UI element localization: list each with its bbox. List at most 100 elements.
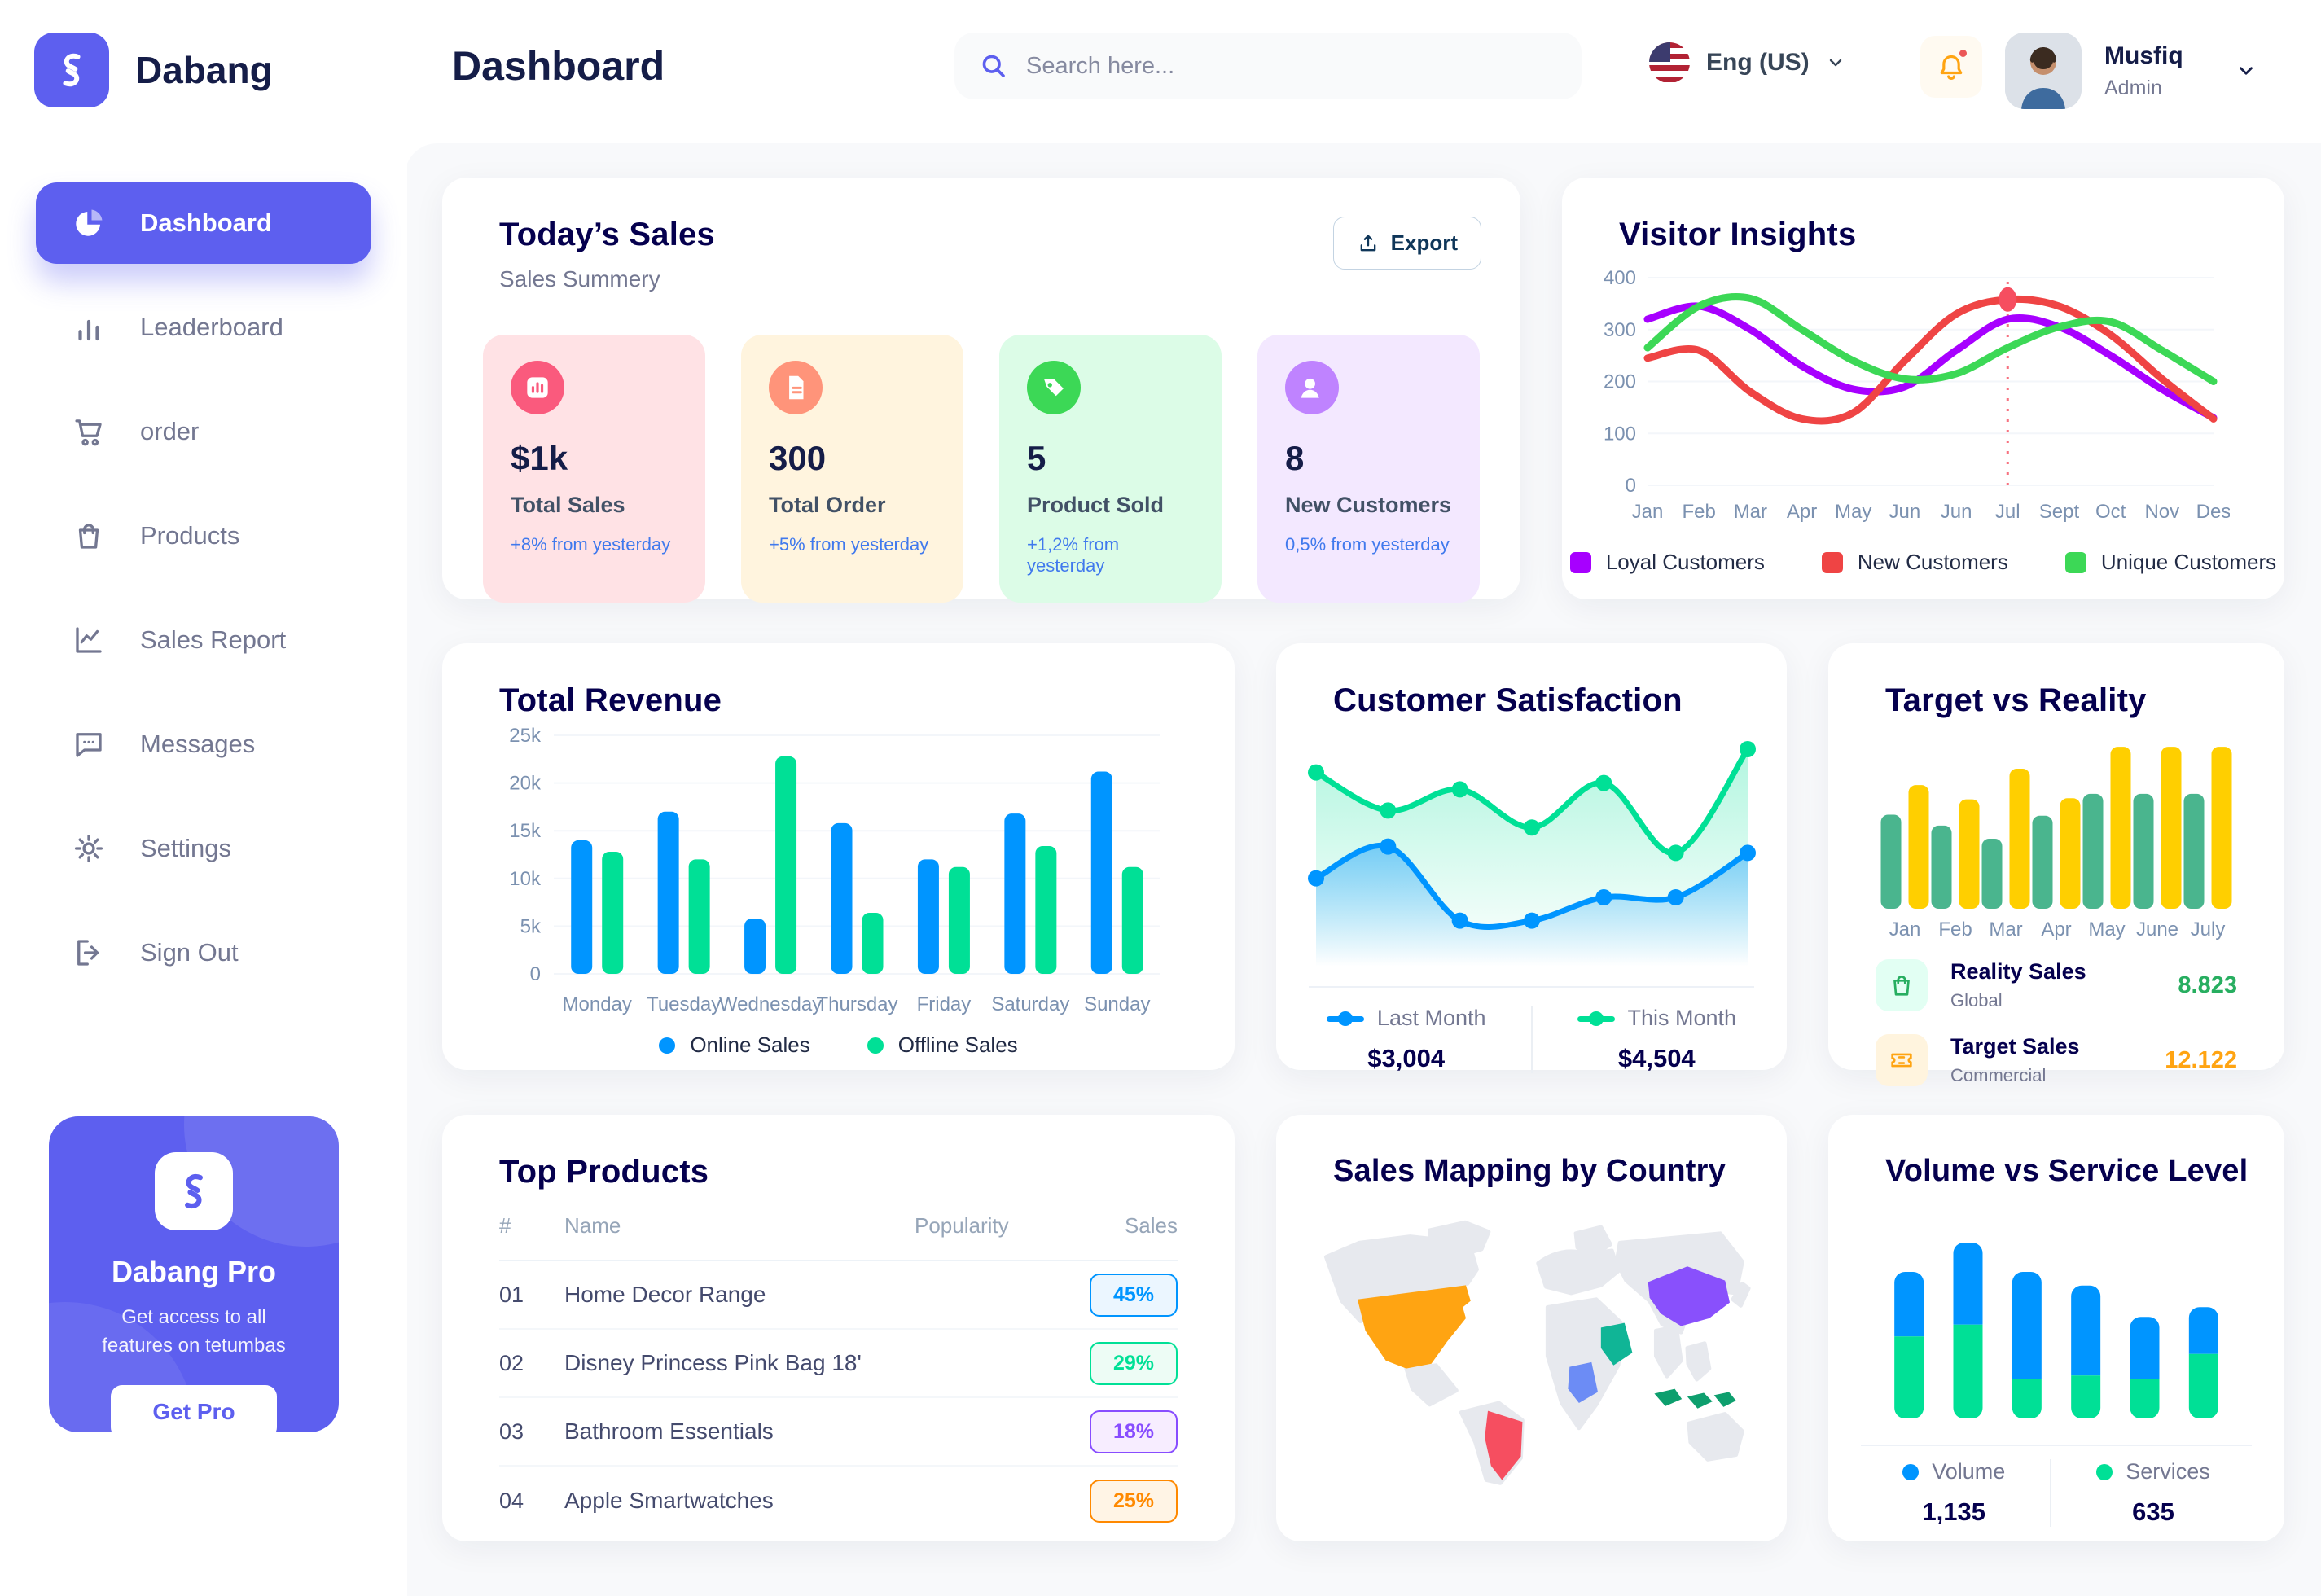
product-name: Home Decor Range [564, 1282, 766, 1307]
legend-value: 8.823 [2178, 971, 2237, 998]
stat-label: Total Sales [511, 493, 625, 517]
sidebar-item-label: Leaderboard [140, 313, 283, 341]
message-bubble-icon [76, 733, 102, 757]
col-header-sales: Sales [1124, 1213, 1178, 1238]
stat-delta: 0,5% from yesterday [1285, 534, 1450, 555]
export-button[interactable]: Export [1332, 217, 1481, 270]
card-title: Customer Satisfaction [1333, 682, 1683, 718]
ticket-icon [1876, 1034, 1928, 1086]
sidebar-item-label: Messages [140, 730, 256, 758]
svg-text:Jul: Jul [1995, 501, 2020, 523]
pro-upgrade-card: Dabang Pro Get access to all features on… [49, 1116, 339, 1432]
legend-swatch [2064, 551, 2086, 573]
product-name: Apple Smartwatches [564, 1488, 774, 1513]
total-revenue-card: Total Revenue 0 5k 10k 15k 20k 25k Monday Tuesd… [442, 643, 1235, 1070]
card-title: Volume vs Service Level [1885, 1154, 2249, 1188]
card-title: Target vs Reality [1885, 682, 2147, 718]
legend-label: This Month [1627, 1006, 1737, 1030]
sidebar-item-label: Products [140, 521, 240, 550]
card-title: Sales Mapping by Country [1333, 1154, 1726, 1188]
brand-name: Dabang [135, 49, 273, 91]
legend-item-services: Services 635 [2050, 1459, 2255, 1527]
sidebar: Dabang Dashboard Leaderboard order [0, 0, 407, 1596]
target-vs-reality-chart: Jan Feb Mar Apr May June July [1880, 747, 2232, 940]
legend-title: Target Sales [1950, 1034, 2080, 1059]
legend-subtitle: Commercial [1950, 1065, 2047, 1085]
table-header: # Name Popularity Sales [499, 1213, 1178, 1261]
col-header-name: Name [564, 1213, 621, 1238]
svg-text:Des: Des [2196, 501, 2230, 523]
legend-dot [659, 1037, 676, 1054]
legend-value: 12.122 [2165, 1046, 2237, 1073]
svg-text:Mar: Mar [1734, 501, 1767, 523]
sales-badge: 45% [1090, 1273, 1178, 1317]
region-japan [1731, 1282, 1751, 1308]
chevron-down-icon [2239, 67, 2253, 75]
sidebar-item-order[interactable]: order [36, 391, 371, 472]
legend-line-dot [1326, 1011, 1364, 1027]
stat-delta: +8% from yesterday [511, 534, 671, 555]
search-input[interactable] [1026, 52, 1557, 80]
total-revenue-chart: 0 5k 10k 15k 20k 25k Monday TuesdayWednesdayThu… [509, 726, 1160, 1015]
svg-text:20k: 20k [509, 773, 542, 795]
profile-menu[interactable]: Musfiq Admin [2005, 33, 2257, 109]
us-flag-icon [1649, 42, 1690, 83]
legend-label: New Customers [1857, 550, 2008, 574]
svg-text:Wednesday: Wednesday [719, 993, 822, 1015]
legend-label: Volume [1932, 1459, 2006, 1484]
gear-icon [74, 834, 103, 863]
user-name: Musfiq [2104, 42, 2183, 69]
legend-dot [2096, 1463, 2113, 1480]
legend-item: Online Sales [659, 1033, 810, 1058]
dabang-logo-icon [34, 33, 109, 107]
stat-value: $1k [511, 439, 568, 477]
top-header: Dashboard Eng (US) Musfiq [407, 0, 2321, 143]
sidebar-item-leaderboard[interactable]: Leaderboard [36, 287, 371, 368]
sidebar-item-label: Settings [140, 834, 232, 862]
legend-item: Loyal Customers [1569, 550, 1765, 575]
stat-card-total-order: 300 Total Order +5% from yesterday [741, 335, 963, 603]
language-selector[interactable]: Eng (US) [1649, 42, 1845, 83]
price-tag-icon [1027, 361, 1081, 414]
svg-text:0: 0 [1626, 475, 1636, 497]
svg-text:15k: 15k [509, 820, 542, 842]
card-title: Top Products [499, 1154, 709, 1190]
legend-item-this-month: This Month $4,504 [1530, 1006, 1782, 1073]
logo-glyph [185, 1174, 203, 1208]
notifications-button[interactable] [1920, 36, 1982, 98]
leaderboard-icon [78, 319, 99, 341]
svg-text:Nov: Nov [2144, 501, 2179, 523]
svg-text:Sunday: Sunday [1084, 993, 1150, 1015]
sidebar-item-label: Sales Report [140, 625, 287, 654]
get-pro-button[interactable]: Get Pro [111, 1384, 277, 1432]
country-dr-congo [1568, 1361, 1598, 1403]
target-vs-reality-card: Target vs Reality Jan Feb Mar Apr May June Jul… [1828, 643, 2284, 1086]
svg-text:300: 300 [1604, 319, 1636, 341]
customer-satisfaction-legend: Last Month $3,004 This Month $4,504 [1276, 1006, 1787, 1073]
sales-badge: 18% [1090, 1410, 1178, 1454]
table-row: 04 Apple Smartwatches 25% [499, 1467, 1178, 1535]
legend-label: Unique Customers [2100, 550, 2277, 574]
sidebar-item-sales-report[interactable]: Sales Report [36, 599, 371, 681]
svg-text:July: July [2191, 919, 2226, 940]
legend-dot [1902, 1463, 1920, 1480]
sidebar-item-dashboard[interactable]: Dashboard [36, 182, 371, 264]
legend-value: 635 [2132, 1497, 2174, 1526]
sidebar-item-sign-out[interactable]: Sign Out [36, 912, 371, 993]
sidebar-item-messages[interactable]: Messages [36, 704, 371, 785]
logo-glyph [63, 53, 81, 87]
sales-badge: 25% [1090, 1479, 1178, 1523]
region-mexico [1404, 1363, 1459, 1407]
region-india [1653, 1325, 1683, 1379]
bag-icon [1876, 959, 1928, 1011]
legend-label: Last Month [1376, 1006, 1486, 1030]
product-name: Bathroom Essentials [564, 1418, 774, 1444]
divider [1309, 986, 1754, 988]
sign-out-icon [77, 940, 99, 966]
sidebar-nav: Dashboard Leaderboard order Products [0, 182, 407, 993]
sidebar-item-products[interactable]: Products [36, 495, 371, 577]
row-number: 01 [499, 1282, 524, 1307]
svg-text:200: 200 [1604, 371, 1636, 393]
sidebar-item-settings[interactable]: Settings [36, 808, 371, 889]
legend-label: Loyal Customers [1605, 550, 1765, 574]
